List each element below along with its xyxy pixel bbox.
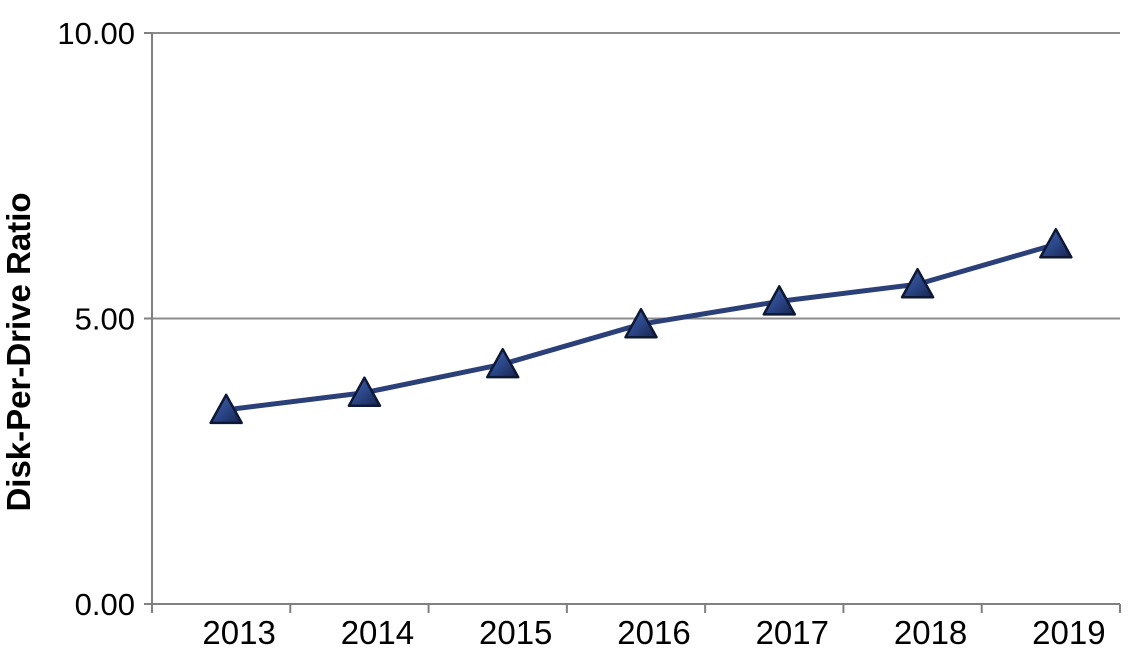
y-axis-ticks <box>144 32 152 605</box>
y-axis-tick-labels: 0.00 5.00 10.00 <box>57 16 135 622</box>
y-tick-label-5.00: 5.00 <box>75 302 135 337</box>
x-axis-label-2017: 2017 <box>756 614 829 651</box>
data-point-marker-2016 <box>624 307 658 339</box>
x-axis-label-2018: 2018 <box>894 614 967 651</box>
x-axis-label-2019: 2019 <box>1032 614 1105 651</box>
x-axis-ticks <box>151 604 1121 613</box>
x-axis-label-2016: 2016 <box>617 614 690 651</box>
data-series <box>209 228 1073 425</box>
x-axis-label-2015: 2015 <box>479 614 552 651</box>
x-axis-label-2013: 2013 <box>202 614 275 651</box>
y-axis-title: Disk-Per-Drive Ratio <box>0 192 37 511</box>
data-point-marker-2018 <box>900 267 935 299</box>
data-point-marker-2017 <box>762 285 797 316</box>
data-point-marker-2015 <box>485 347 520 379</box>
y-tick-label-10.00: 10.00 <box>57 16 135 51</box>
x-axis-label-2014: 2014 <box>341 614 414 651</box>
gridlines <box>152 32 1120 320</box>
data-point-marker-2019 <box>1039 228 1073 259</box>
y-tick-label-0.00: 0.00 <box>75 587 135 622</box>
data-point-marker-2014 <box>347 376 382 407</box>
data-point-marker-2013 <box>209 393 243 425</box>
x-axis-category-labels: 2013 2014 2015 2016 2017 2018 2019 <box>202 614 1105 651</box>
